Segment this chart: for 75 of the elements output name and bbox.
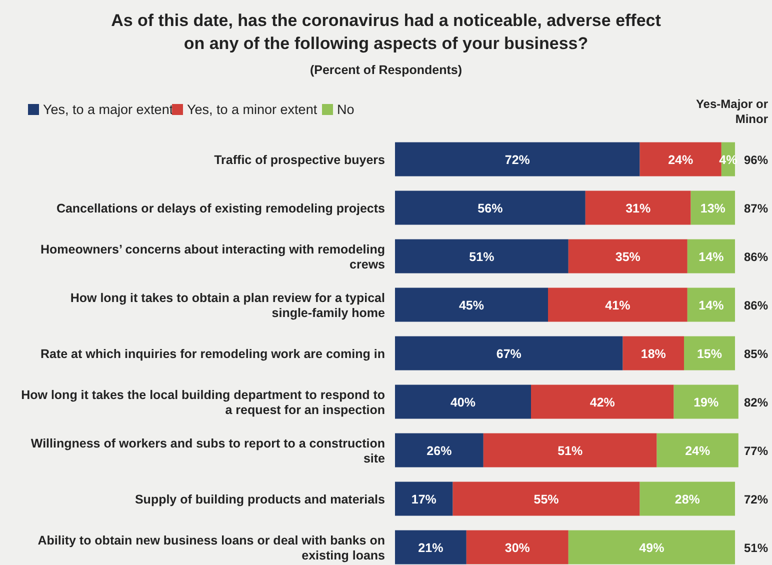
bar bbox=[395, 239, 568, 274]
bar bbox=[674, 384, 738, 419]
data-label: 14% bbox=[698, 298, 724, 312]
chart-title: As of this date, has the coronavirus had a noticeable, adverse effect on any of the following aspects of your business? bbox=[111, 11, 662, 53]
data-label: 26% bbox=[426, 444, 452, 458]
data-label: 67% bbox=[496, 346, 522, 361]
y-tick-label: Rate at which inquiries for remodeling work are coming in bbox=[40, 346, 385, 361]
y-tick-label: Supply of building products and materials bbox=[134, 492, 386, 506]
bar bbox=[640, 482, 735, 516]
y-tick-label: How long it takes the local building department to respond to a request for an inspection bbox=[21, 388, 386, 417]
data-label: 51% bbox=[558, 444, 583, 458]
bar bbox=[585, 190, 691, 225]
bar bbox=[568, 239, 688, 274]
bar bbox=[395, 142, 640, 176]
legend-label: Yes, to a major extent bbox=[43, 102, 174, 117]
bar bbox=[687, 239, 735, 274]
legend-label: No bbox=[337, 102, 354, 117]
data-label: 40% bbox=[450, 395, 476, 410]
text: 82% bbox=[744, 395, 768, 410]
bar bbox=[395, 530, 466, 564]
text: 87% bbox=[744, 201, 768, 216]
bar bbox=[548, 288, 688, 322]
text: 86% bbox=[744, 298, 768, 312]
data-label: 56% bbox=[478, 201, 503, 216]
text: 72% bbox=[744, 492, 768, 506]
data-label: 13% bbox=[700, 201, 726, 216]
data-label: 19% bbox=[694, 395, 719, 410]
data-label: 72% bbox=[504, 152, 530, 167]
data-label: 42% bbox=[590, 395, 615, 410]
bar bbox=[395, 336, 623, 370]
legend-label: Yes, to a minor extent bbox=[187, 102, 318, 117]
bar bbox=[395, 433, 484, 468]
data-label: 30% bbox=[504, 540, 530, 555]
text: 77% bbox=[744, 444, 768, 458]
bar bbox=[466, 530, 568, 564]
bar bbox=[684, 336, 735, 370]
y-tick-label: Homeowners’ concerns about interacting with remodeling crews bbox=[40, 242, 386, 272]
bar bbox=[395, 384, 531, 419]
data-label: 15% bbox=[696, 346, 722, 361]
bar bbox=[687, 288, 735, 322]
y-tick-label: How long it takes to obtain a plan review for a typical single-family home bbox=[70, 290, 386, 320]
data-label: 24% bbox=[685, 444, 710, 458]
y-tick-label: Cancellations or delays of existing remodeling projects bbox=[56, 201, 386, 216]
data-label: 17% bbox=[411, 492, 436, 506]
data-label: 21% bbox=[418, 540, 444, 555]
data-label: 18% bbox=[640, 346, 666, 361]
bar bbox=[452, 482, 640, 516]
data-label: 41% bbox=[605, 298, 630, 312]
data-label: 28% bbox=[674, 492, 700, 506]
bar bbox=[395, 190, 586, 225]
bar bbox=[483, 433, 657, 468]
text: Yes-Major or Minor bbox=[696, 97, 768, 126]
bar bbox=[568, 530, 735, 564]
bar bbox=[656, 433, 738, 468]
data-label: 31% bbox=[626, 201, 651, 216]
text: 51% bbox=[744, 540, 768, 555]
data-label: 49% bbox=[639, 540, 664, 555]
text: 86% bbox=[744, 250, 768, 264]
data-label: 55% bbox=[534, 492, 559, 506]
bar bbox=[690, 190, 735, 225]
text: 85% bbox=[744, 346, 768, 361]
data-label: 14% bbox=[698, 250, 724, 264]
text: 96% bbox=[744, 152, 768, 167]
data-label: 45% bbox=[458, 298, 484, 312]
y-tick-label: Ability to obtain new business loans or deal with banks on existing loans bbox=[38, 533, 386, 562]
chart-subtitle: (Percent of Respondents) bbox=[310, 63, 462, 77]
bar bbox=[395, 288, 548, 322]
bar bbox=[395, 482, 453, 516]
data-label: 24% bbox=[668, 152, 694, 167]
y-tick-label: Traffic of prospective buyers bbox=[214, 152, 386, 167]
y-tick-label: Willingness of workers and subs to report to a construction site bbox=[30, 436, 386, 466]
data-label: 35% bbox=[615, 250, 640, 264]
bar bbox=[531, 384, 674, 419]
data-label: 51% bbox=[469, 250, 494, 264]
bar bbox=[622, 336, 684, 370]
